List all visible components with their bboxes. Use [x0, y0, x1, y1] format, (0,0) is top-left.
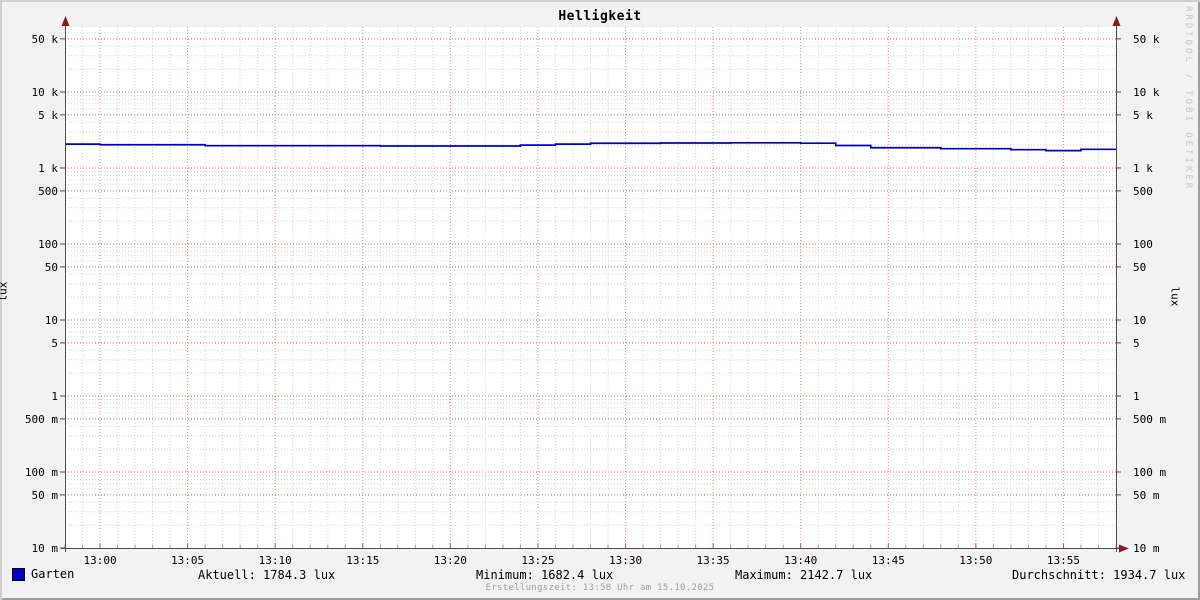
- svg-text:10 k: 10 k: [32, 86, 59, 99]
- legend-swatch-garten: [12, 567, 25, 581]
- x-tick-labels: 13:00 13:05 13:10 13:15 13:20 13:25 13:30 13:35…: [83, 554, 1080, 567]
- svg-text:100: 100: [1133, 238, 1153, 251]
- svg-text:1 k: 1 k: [1133, 162, 1153, 175]
- svg-text:13:45: 13:45: [872, 554, 905, 567]
- svg-text:50 m: 50 m: [32, 489, 59, 502]
- svg-text:50 k: 50 k: [1133, 33, 1160, 46]
- plot-canvas: [65, 27, 1116, 548]
- svg-text:13:25: 13:25: [521, 554, 554, 567]
- svg-text:50 m: 50 m: [1133, 489, 1160, 502]
- svg-text:5 k: 5 k: [1133, 109, 1153, 122]
- svg-text:100 m: 100 m: [1133, 466, 1166, 479]
- svg-text:13:20: 13:20: [434, 554, 467, 567]
- svg-text:50: 50: [45, 261, 58, 274]
- svg-text:13:30: 13:30: [609, 554, 642, 567]
- legend-label-garten: Garten: [31, 567, 75, 581]
- svg-text:1: 1: [1133, 390, 1140, 403]
- data-line-garten: [65, 141, 1117, 152]
- arrow-up-left-icon: [61, 16, 70, 26]
- arrow-up-right-icon: [1112, 16, 1121, 26]
- y-axis-label-left: lux: [0, 281, 10, 302]
- y-axis-label-right: lux: [1168, 286, 1182, 307]
- svg-text:1: 1: [51, 390, 58, 403]
- stat-durchschnitt: Durchschnitt: 1934.7 lux: [1012, 568, 1186, 582]
- svg-text:5 k: 5 k: [38, 109, 58, 122]
- svg-text:13:40: 13:40: [784, 554, 817, 567]
- chart-title: Helligkeit: [558, 9, 642, 24]
- arrow-right-icon: [1119, 544, 1129, 553]
- svg-text:10: 10: [45, 314, 58, 327]
- svg-text:13:00: 13:00: [83, 554, 116, 567]
- svg-text:5: 5: [51, 337, 58, 350]
- svg-text:13:10: 13:10: [259, 554, 292, 567]
- svg-text:500: 500: [1133, 185, 1153, 198]
- svg-text:500 m: 500 m: [1133, 413, 1166, 426]
- legend-row: Garten: [12, 567, 74, 581]
- creation-timestamp: Erstellungszeit: 13:58 Uhr am 15.10.2025: [485, 583, 715, 593]
- svg-text:10 m: 10 m: [32, 542, 59, 555]
- stat-minimum: Minimum: 1682.4 lux: [476, 568, 614, 582]
- svg-text:50: 50: [1133, 261, 1146, 274]
- axis-arrows: [61, 16, 1129, 553]
- y-tick-labels-left: 50 k 10 k 5 k 1 k 500 100 50 10 5 1 500 m 100 m 50 m…: [25, 33, 58, 555]
- y-tick-labels-right: 50 k 10 k 5 k 1 k 500 100 50 10 5 1 500 m 100 m 50 m…: [1133, 33, 1166, 555]
- svg-text:13:05: 13:05: [171, 554, 204, 567]
- svg-text:10 m: 10 m: [1133, 542, 1160, 555]
- svg-text:100: 100: [38, 238, 58, 251]
- svg-text:13:35: 13:35: [697, 554, 730, 567]
- svg-text:13:15: 13:15: [346, 554, 379, 567]
- stat-maximum: Maximum: 2142.7 lux: [735, 568, 873, 582]
- svg-text:13:55: 13:55: [1047, 554, 1080, 567]
- rrdtool-watermark: RRDTOOL / TOBI OETIKER: [1183, 6, 1193, 192]
- svg-text:500: 500: [38, 185, 58, 198]
- svg-text:13:50: 13:50: [959, 554, 992, 567]
- svg-text:500 m: 500 m: [25, 413, 58, 426]
- svg-text:100 m: 100 m: [25, 466, 58, 479]
- stat-aktuell: Aktuell: 1784.3 lux: [198, 568, 336, 582]
- svg-text:5: 5: [1133, 337, 1140, 350]
- svg-text:1 k: 1 k: [38, 162, 58, 175]
- svg-text:10 k: 10 k: [1133, 86, 1160, 99]
- axes: [61, 24, 1121, 552]
- svg-text:50 k: 50 k: [32, 33, 59, 46]
- svg-text:10: 10: [1133, 314, 1146, 327]
